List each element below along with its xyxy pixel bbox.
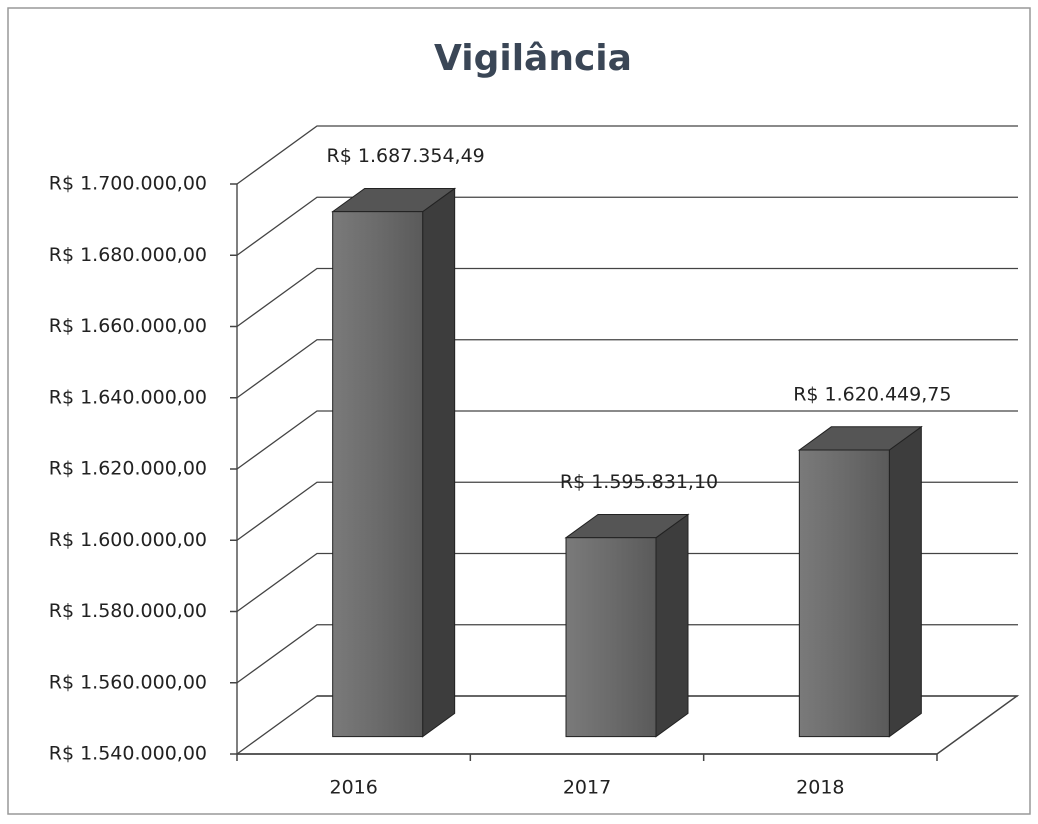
x-tick-label: 2018 xyxy=(796,777,844,799)
bar-front xyxy=(332,211,424,738)
grid-line xyxy=(236,695,1018,755)
grid-line xyxy=(236,481,1018,541)
bar-front xyxy=(565,537,657,738)
grid-line xyxy=(236,552,1018,613)
y-tick-label: R$ 1.660.000,00 xyxy=(49,315,207,337)
value-label: R$ 1.687.354,49 xyxy=(327,145,485,167)
y-tick-label: R$ 1.560.000,00 xyxy=(49,671,207,693)
grid-line xyxy=(236,339,1018,399)
bar-side xyxy=(655,513,689,738)
bar xyxy=(797,425,923,738)
grid-line xyxy=(236,196,1018,256)
grid-line xyxy=(236,624,1018,684)
y-tick-label: R$ 1.620.000,00 xyxy=(49,458,207,480)
y-tick-label: R$ 1.640.000,00 xyxy=(49,386,207,408)
y-tick-label: R$ 1.540.000,00 xyxy=(49,743,207,765)
grid-line xyxy=(236,410,1018,470)
chart-title: Vigilância xyxy=(434,38,632,79)
y-tick-label: R$ 1.600.000,00 xyxy=(49,529,207,551)
bar-side xyxy=(422,187,456,738)
bar xyxy=(331,187,457,738)
value-label: R$ 1.620.449,75 xyxy=(793,383,951,405)
chart-border xyxy=(7,7,1031,815)
grid-line xyxy=(236,267,1018,328)
y-tick-label: R$ 1.680.000,00 xyxy=(49,244,207,266)
y-tick-label: R$ 1.700.000,00 xyxy=(49,173,207,195)
value-label: R$ 1.595.831,10 xyxy=(560,471,718,493)
x-tick-label: 2016 xyxy=(329,777,377,799)
grid-line xyxy=(236,125,1018,185)
bar xyxy=(564,513,690,738)
bar-side xyxy=(888,425,922,738)
x-tick-label: 2017 xyxy=(563,777,611,799)
y-tick-label: R$ 1.580.000,00 xyxy=(49,600,207,622)
bar-front xyxy=(798,449,890,738)
